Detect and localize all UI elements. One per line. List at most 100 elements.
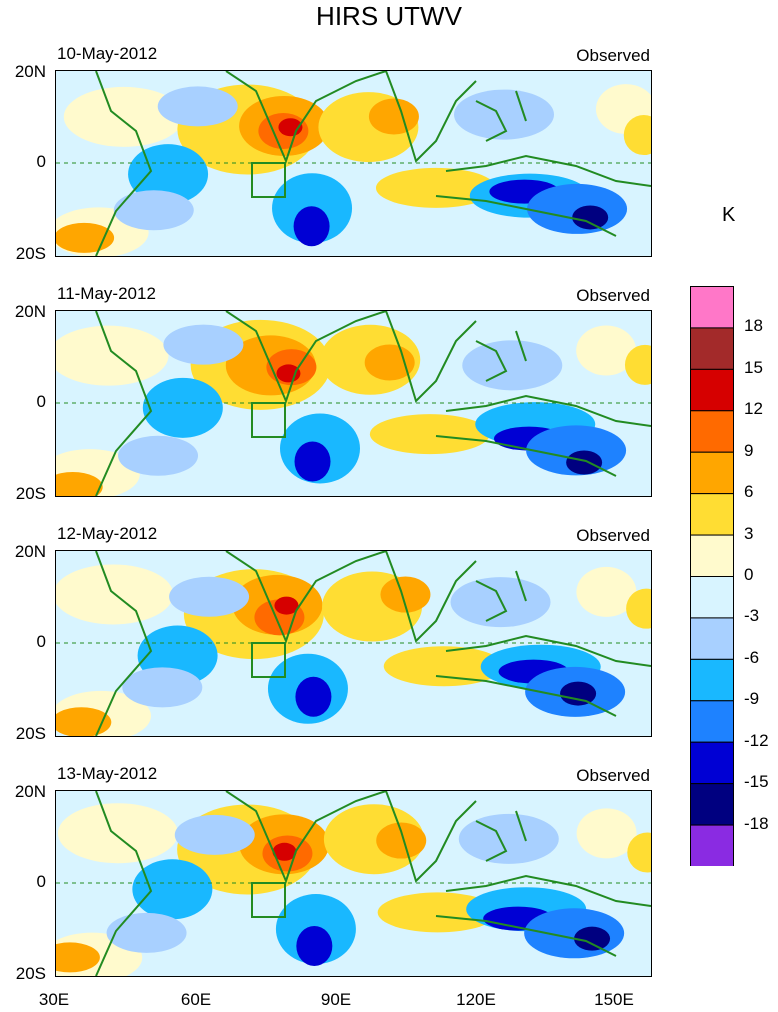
coastlines [95,311,651,496]
anomaly-blob [626,588,651,629]
anomaly-blob [369,414,490,455]
colorbar-swatch [690,286,734,329]
anomaly-blob [63,86,184,147]
colorbar-tick-label: -9 [744,689,760,709]
colorbar-swatch [690,824,734,867]
anomaly-blob [293,206,330,247]
anomaly-blob [132,859,213,920]
contour-map [55,790,652,977]
panel-date: 10-May-2012 [57,44,158,63]
contour-map [55,70,652,257]
map-title: HIRS UTWV [316,1,462,31]
colorbar-swatch [690,451,734,495]
anomaly-blob [524,908,625,959]
colorbar-swatch [690,368,734,412]
lat-label-0: 0 [36,872,46,891]
anomaly-blob [56,707,112,736]
anomaly-blob [627,832,651,873]
coastlines [95,71,651,256]
lon-label-120e: 120E [456,990,496,1009]
region-box [251,162,286,198]
map-panel-4: 13-May-2012 Observed 20N 0 20S [0,720,660,983]
anomaly-blob [458,813,559,864]
anomaly-blob [368,98,419,135]
lat-label-20s: 20S [15,484,46,503]
anomaly-blob [174,814,255,855]
colorbar-tick-label: 12 [744,399,763,419]
colorbar-swatch [690,741,734,785]
anomaly-blob [113,190,194,231]
lat-label-20n: 20N [14,542,46,561]
anomaly-field [56,551,651,736]
colorbar-tick-label: -12 [744,730,769,750]
lat-label-20n: 20N [14,782,46,801]
anomaly-blob [128,144,209,205]
anomaly-blob [380,576,431,613]
coastlines [95,791,651,976]
colorbar-swatch [690,617,734,660]
colorbar-tick-label: -15 [744,772,769,792]
colorbar-tick-label: -6 [744,647,760,667]
region-box [251,642,286,678]
anomaly-blob [623,115,651,156]
anomaly-blob [462,340,563,391]
panel-observed-label: Observed [576,766,650,785]
map-panel-2: 11-May-2012 Observed 20N 0 20S [0,240,660,503]
panel-observed-label: Observed [576,46,650,65]
lat-label-20s: 20S [15,964,46,983]
panel-date: 13-May-2012 [57,764,158,783]
lon-label-150e: 150E [594,990,634,1009]
anomaly-blob [375,167,496,208]
lat-label-20s: 20S [15,724,46,743]
contour-map [55,310,652,497]
panel-observed-label: Observed [576,526,650,545]
anomaly-blob [142,377,223,438]
anomaly-blob [560,681,597,706]
anomaly-blob [572,205,609,230]
anomaly-blob [56,325,169,386]
map-panel-1: 10-May-2012 Observed 20N 0 20S [0,0,660,263]
colorbar-tick-label: 15 [744,357,763,377]
anomaly-blob [157,86,238,127]
colorbar-swatch [690,700,734,743]
colorbar-swatch [690,327,734,370]
panel-date: 11-May-2012 [57,284,156,303]
region-box [251,882,286,918]
lat-label-0: 0 [36,632,46,651]
anomaly-blob [383,646,504,687]
colorbar-tick-label: 3 [744,523,754,543]
panel-observed-label: Observed [576,286,650,305]
lat-label-20n: 20N [14,62,46,81]
anomaly-blob [576,808,637,859]
anomaly-blob [56,222,115,253]
colorbar-swatch [690,493,734,536]
anomaly-blob [527,183,628,234]
colorbar-swatch [690,534,734,577]
map-panel-3: 12-May-2012 Observed 20N 0 20S [0,480,660,743]
anomaly-blob [295,676,332,717]
lat-label-0: 0 [36,152,46,171]
anomaly-blob [294,441,331,482]
colorbar-unit: K [722,204,736,226]
colorbar [690,286,734,867]
lon-label-90e: 90E [320,990,352,1009]
anomaly-blob [576,325,637,376]
contour-map [55,550,652,737]
colorbar-tick-label: -3 [744,606,760,626]
anomaly-blob [122,667,203,708]
colorbar-tick-label: 6 [744,482,754,502]
anomaly-blob [377,892,498,933]
anomaly-blob [272,842,297,861]
region-box [251,402,286,438]
anomaly-blob [56,472,103,496]
colorbar-swatch [690,658,734,702]
anomaly-blob [376,822,427,859]
anomaly-field [56,311,651,496]
colorbar-swatch [690,576,734,619]
anomaly-field [56,791,651,976]
anomaly-blob [276,364,301,383]
anomaly-blob [106,912,187,953]
lat-label-0: 0 [36,392,46,411]
coastlines [95,551,651,736]
panel-date: 12-May-2012 [57,524,158,543]
